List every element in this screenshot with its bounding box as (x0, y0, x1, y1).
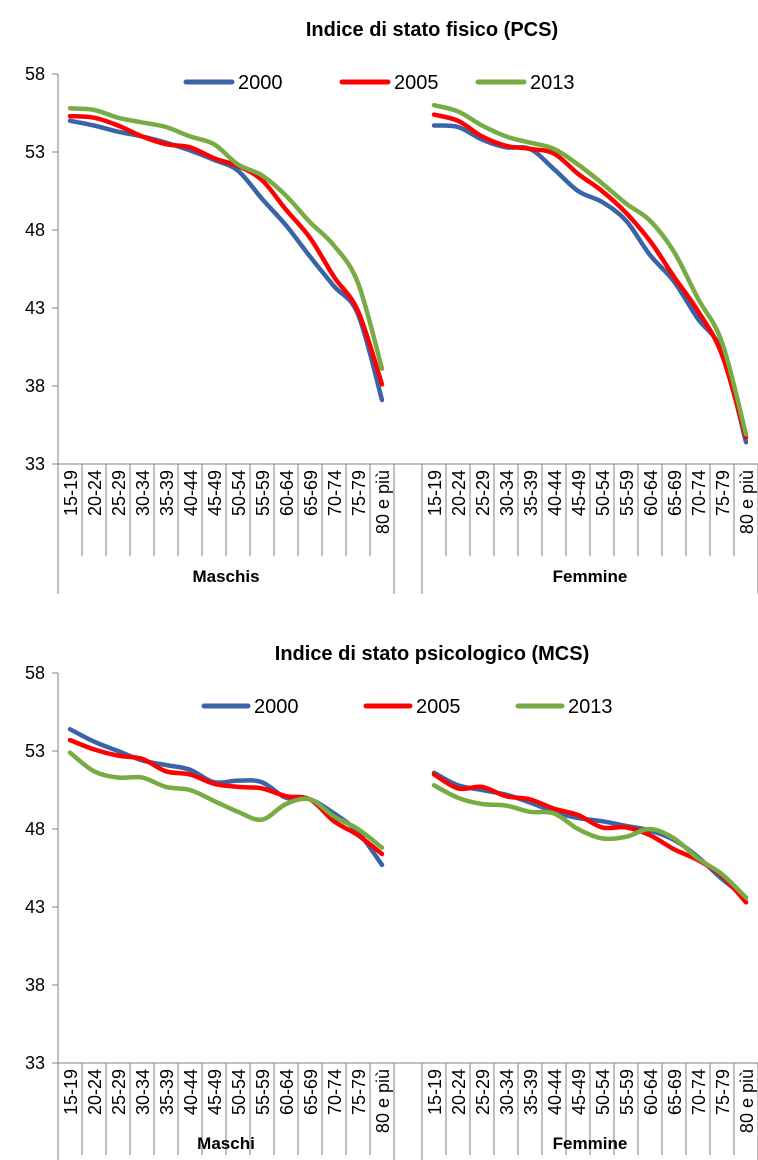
x-tick-label: 30-34 (497, 1069, 517, 1115)
series-line-2005-maschi (67, 113, 385, 387)
x-tick-label: 75-79 (349, 1069, 369, 1115)
x-tick-label: 15-19 (61, 470, 81, 516)
legend-label: 2000 (238, 72, 283, 94)
x-tick-label: 50-54 (229, 1069, 249, 1115)
legend-label: 2005 (416, 696, 461, 718)
x-tick-label: 40-44 (545, 1069, 565, 1115)
chart-2: Indice di stato psicologico (MCS) 33 38 43 4… (25, 643, 758, 1160)
x-tick-label: 80 e più (373, 470, 393, 534)
series-2013 (67, 750, 749, 900)
x-tick-label: 35-39 (157, 1069, 177, 1115)
x-tick-label: 70-74 (325, 470, 345, 516)
series-line-2000-femmine (431, 123, 749, 445)
y-tick-label: 58 (25, 663, 45, 683)
series-line-2013-femmine (431, 783, 749, 900)
x-tick-label: 25-29 (473, 1069, 493, 1115)
legend-label: 2000 (254, 696, 299, 718)
x-tick-label: 80 e più (737, 470, 757, 534)
x-tick-label: 65-69 (301, 470, 321, 516)
x-tick-label: 45-49 (205, 1069, 225, 1115)
series-2005 (67, 112, 749, 440)
x-tick-label: 40-44 (181, 1069, 201, 1115)
y-tick-label: 43 (25, 298, 45, 318)
chart-title: Indice di stato psicologico (MCS) (275, 643, 589, 665)
series-line-2005-femmine (431, 772, 749, 905)
x-tick-label: 20-24 (449, 470, 469, 516)
x-tick-label: 60-64 (277, 1069, 297, 1115)
y-tick-label: 48 (25, 220, 45, 240)
x-tick-label: 30-34 (133, 470, 153, 516)
x-tick-label: 50-54 (593, 470, 613, 516)
y-tick-label: 53 (25, 142, 45, 162)
x-tick-label: 25-29 (109, 470, 129, 516)
x-tick-label: 70-74 (325, 1069, 345, 1115)
group-label: Maschi (197, 1134, 255, 1153)
x-tick-label: 55-59 (617, 1069, 637, 1115)
series-line-2005-femmine (431, 112, 749, 440)
x-tick-label: 55-59 (253, 470, 273, 516)
y-tick-label: 33 (25, 454, 45, 474)
x-tick-label: 55-59 (253, 1069, 273, 1115)
series-line-2005-maschi (67, 737, 385, 857)
x-tick-label: 35-39 (521, 470, 541, 516)
x-tick-label: 70-74 (689, 1069, 709, 1115)
x-tick-label: 75-79 (713, 470, 733, 516)
x-tick-label: 50-54 (229, 470, 249, 516)
series-line-2013-maschi (67, 106, 385, 372)
y-tick-label: 43 (25, 897, 45, 917)
x-tick-label: 45-49 (569, 470, 589, 516)
series-line-2000-maschi (67, 118, 385, 403)
x-tick-label: 80 e più (737, 1069, 757, 1133)
y-tick-label: 38 (25, 376, 45, 396)
series-2000 (67, 726, 749, 900)
legend-label: 2005 (394, 72, 439, 94)
x-tick-label: 15-19 (61, 1069, 81, 1115)
x-tick-label: 20-24 (85, 1069, 105, 1115)
series-line-2000-maschi (67, 726, 385, 868)
series-2000 (67, 118, 749, 445)
x-tick-label: 65-69 (301, 1069, 321, 1115)
x-tick-label: 25-29 (473, 470, 493, 516)
chart-title: Indice di stato fisico (PCS) (306, 19, 558, 41)
group-label: Femmine (553, 1134, 628, 1153)
y-tick-label: 38 (25, 975, 45, 995)
x-tick-label: 25-29 (109, 1069, 129, 1115)
y-tick-label: 33 (25, 1053, 45, 1073)
group-label: Maschis (192, 567, 259, 586)
x-tick-label: 60-64 (277, 470, 297, 516)
x-tick-label: 15-19 (425, 1069, 445, 1115)
x-tick-label: 75-79 (713, 1069, 733, 1115)
x-tick-label: 50-54 (593, 1069, 613, 1115)
series-line-2013-femmine (431, 102, 749, 437)
y-tick-label: 48 (25, 819, 45, 839)
x-tick-label: 20-24 (449, 1069, 469, 1115)
x-tick-label: 75-79 (349, 470, 369, 516)
chart-1: Indice di stato fisico (PCS) 33 38 43 48 53 58… (25, 19, 758, 594)
group-label: Femmine (553, 567, 628, 586)
x-tick-label: 30-34 (133, 1069, 153, 1115)
x-tick-label: 45-49 (569, 1069, 589, 1115)
x-tick-label: 60-64 (641, 470, 661, 516)
legend-label: 2013 (530, 72, 575, 94)
x-tick-label: 55-59 (617, 470, 637, 516)
x-tick-label: 70-74 (689, 470, 709, 516)
x-tick-label: 80 e più (373, 1069, 393, 1133)
x-tick-label: 20-24 (85, 470, 105, 516)
series-2013 (67, 102, 749, 437)
x-tick-label: 65-69 (665, 470, 685, 516)
y-tick-label: 53 (25, 741, 45, 761)
series-line-2013-maschi (67, 750, 385, 850)
x-tick-label: 65-69 (665, 1069, 685, 1115)
x-tick-label: 35-39 (157, 470, 177, 516)
x-tick-label: 40-44 (181, 470, 201, 516)
x-tick-label: 35-39 (521, 1069, 541, 1115)
legend-label: 2013 (568, 696, 613, 718)
x-tick-label: 40-44 (545, 470, 565, 516)
x-tick-label: 15-19 (425, 470, 445, 516)
x-tick-label: 30-34 (497, 470, 517, 516)
x-tick-label: 60-64 (641, 1069, 661, 1115)
x-tick-label: 45-49 (205, 470, 225, 516)
y-tick-label: 58 (25, 64, 45, 84)
